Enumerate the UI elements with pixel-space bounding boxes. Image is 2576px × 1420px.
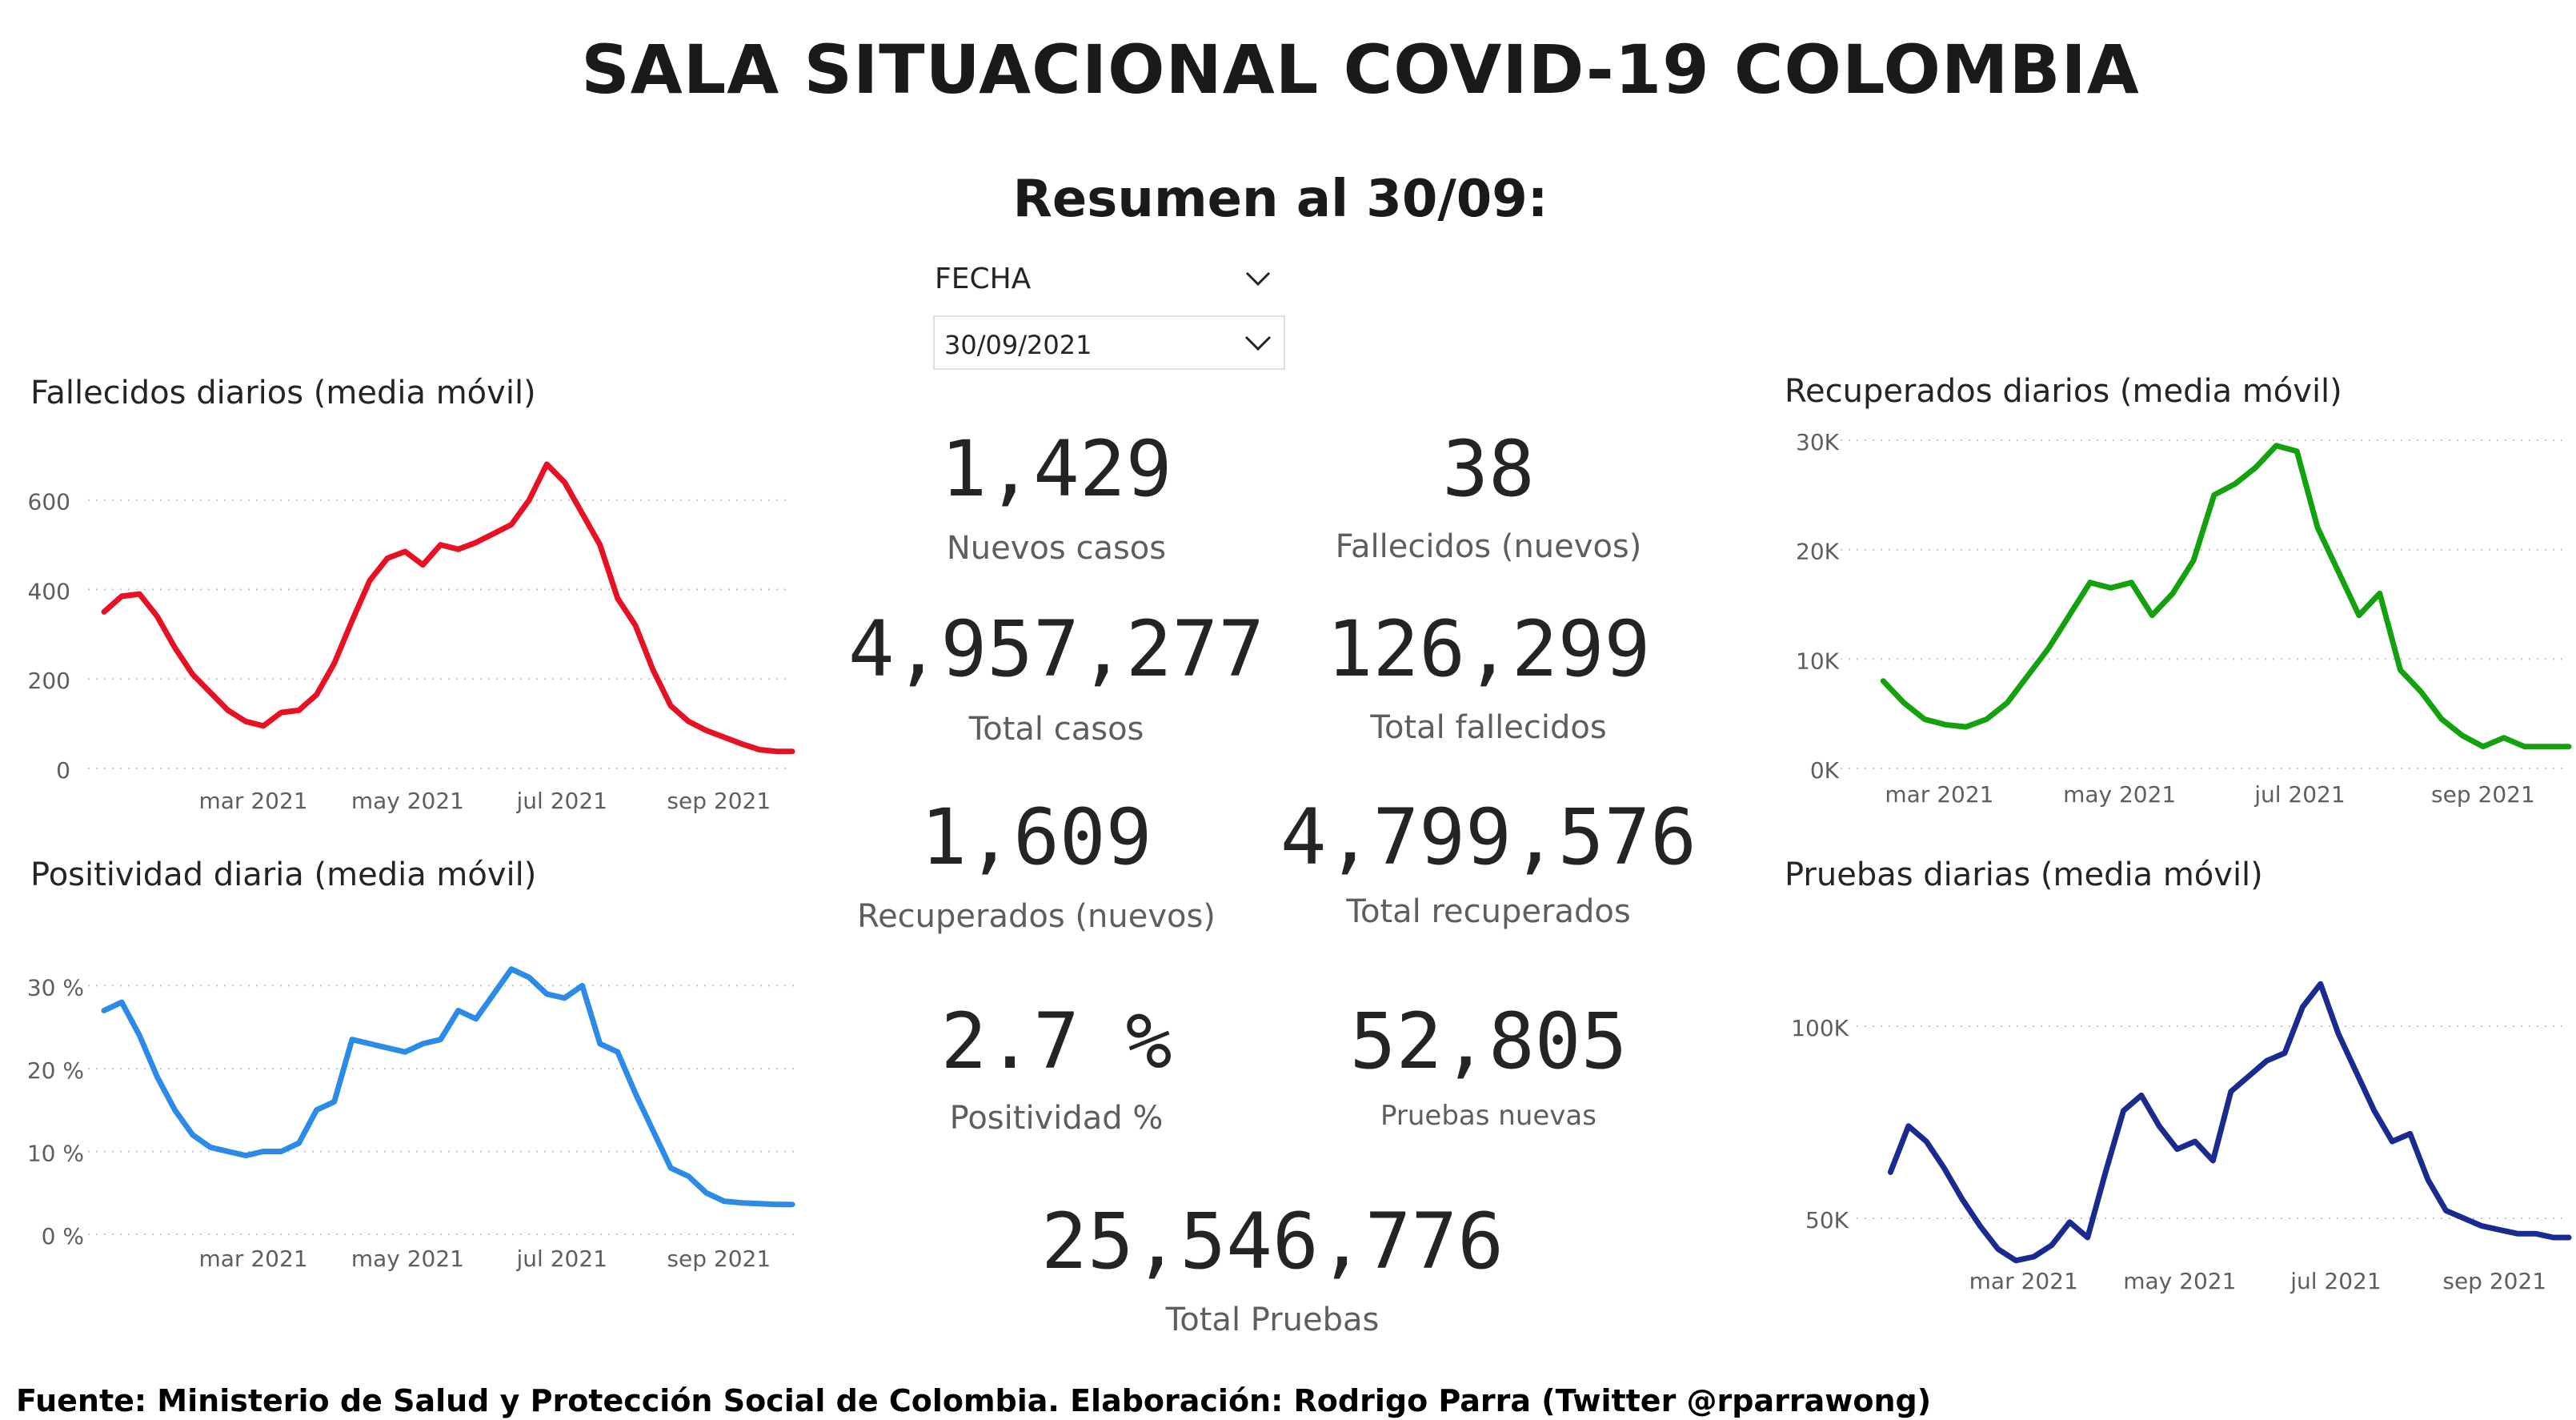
x-tick-label: sep 2021 <box>667 1246 771 1272</box>
recuperados-line-chart[interactable]: 0K 10K 20K 30K mar 2021 may 2021 jul 2021 sep 2… <box>1753 416 2576 816</box>
chart-title-recuperados: Recuperados diarios (media móvil) <box>1785 373 2342 410</box>
dropdown-chevron-icon[interactable] <box>1242 327 1274 359</box>
x-tick-label: jul 2021 <box>2290 1268 2381 1294</box>
kpi-total-fallecidos-label: Total fallecidos <box>1370 709 1607 746</box>
date-slicer-label: FECHA <box>935 263 1032 295</box>
y-tick-label: 0 <box>56 757 70 784</box>
kpi-total-fallecidos-value: 126,299 <box>1326 604 1651 694</box>
kpi-fallecidos-nuevos-value: 38 <box>1442 424 1535 514</box>
x-tick-label: jul 2021 <box>2253 781 2345 808</box>
kpi-total-casos-value: 4,957,277 <box>847 604 1265 694</box>
kpi-fallecidos-nuevos-label: Fallecidos (nuevos) <box>1335 528 1642 565</box>
series-line <box>101 966 795 1208</box>
kpi-nuevos-casos-value: 1,429 <box>940 424 1172 514</box>
kpi-pruebas-nuevas-value: 52,805 <box>1349 997 1628 1086</box>
x-tick-label: may 2021 <box>2063 781 2176 808</box>
y-tick-label: 600 <box>28 489 70 515</box>
kpi-nuevos-casos-label: Nuevos casos <box>946 530 1167 567</box>
chart-title-positividad: Positividad diaria (media móvil) <box>30 856 537 893</box>
x-tick-label: sep 2021 <box>667 788 771 814</box>
kpi-total-pruebas-label: Total Pruebas <box>1165 1302 1380 1338</box>
y-tick-label: 0 % <box>42 1223 84 1250</box>
x-tick-label: mar 2021 <box>1969 1268 2078 1294</box>
y-tick-label: 200 <box>28 668 70 694</box>
positividad-line-chart[interactable]: 0 % 10 % 20 % 30 % mar 2021 may 2021 jul 2021 s… <box>0 921 832 1281</box>
series-line <box>101 461 795 755</box>
kpi-total-recuperados-value: 4,799,576 <box>1280 792 1697 882</box>
series-line <box>1887 981 2572 1264</box>
summary-subtitle: Resumen al 30/09: <box>1012 170 1548 229</box>
x-tick-label: mar 2021 <box>198 1246 307 1272</box>
date-slicer-value: 30/09/2021 <box>944 330 1092 360</box>
kpi-total-pruebas-value: 25,546,776 <box>1041 1197 1504 1286</box>
kpi-pruebas-nuevas-label: Pruebas nuevas <box>1380 1100 1596 1132</box>
y-tick-label: 20 % <box>27 1057 84 1084</box>
x-tick-label: sep 2021 <box>2442 1268 2546 1294</box>
x-tick-label: may 2021 <box>351 788 464 814</box>
y-tick-label: 30K <box>1796 429 1840 455</box>
chart-title-fallecidos: Fallecidos diarios (media móvil) <box>30 375 536 411</box>
y-tick-label: 20K <box>1796 539 1840 565</box>
source-footer: Fuente: Ministerio de Salud y Protección… <box>16 1383 1932 1418</box>
kpi-recuperados-nuevos-value: 1,609 <box>920 792 1152 882</box>
y-tick-label: 10K <box>1796 648 1840 674</box>
pruebas-line-chart[interactable]: 50K 100K mar 2021 may 2021 jul 2021 sep 2021 <box>1753 921 2576 1305</box>
kpi-total-casos-label: Total casos <box>968 711 1144 748</box>
chart-title-pruebas: Pruebas diarias (media móvil) <box>1785 856 2263 893</box>
y-tick-label: 100K <box>1791 1015 1849 1041</box>
y-tick-label: 50K <box>1805 1207 1849 1233</box>
x-tick-label: may 2021 <box>2123 1268 2236 1294</box>
y-tick-label: 0K <box>1810 757 1840 784</box>
y-tick-label: 10 % <box>27 1140 84 1166</box>
x-tick-label: mar 2021 <box>1885 781 1993 808</box>
x-tick-label: mar 2021 <box>198 788 307 814</box>
series-line <box>1880 443 2572 750</box>
fallecidos-line-chart[interactable]: 0 200 400 600 mar 2021 may 2021 jul 2021 sep 20… <box>0 432 832 816</box>
y-tick-label: 400 <box>28 578 70 604</box>
y-tick-label: 30 % <box>27 974 84 1001</box>
date-slicer-dropdown[interactable] <box>933 315 1285 370</box>
x-tick-label: jul 2021 <box>516 788 607 814</box>
kpi-positividad-value: 2.7 % <box>940 997 1172 1086</box>
x-tick-label: may 2021 <box>351 1246 464 1272</box>
chevron-down-icon[interactable] <box>1240 261 1276 296</box>
kpi-positividad-label: Positividad % <box>949 1100 1164 1137</box>
page-title: SALA SITUACIONAL COVID-19 COLOMBIA <box>581 30 2140 109</box>
kpi-recuperados-nuevos-label: Recuperados (nuevos) <box>857 898 1216 935</box>
kpi-total-recuperados-label: Total recuperados <box>1346 893 1631 930</box>
x-tick-label: jul 2021 <box>516 1246 607 1272</box>
x-tick-label: sep 2021 <box>2431 781 2535 808</box>
